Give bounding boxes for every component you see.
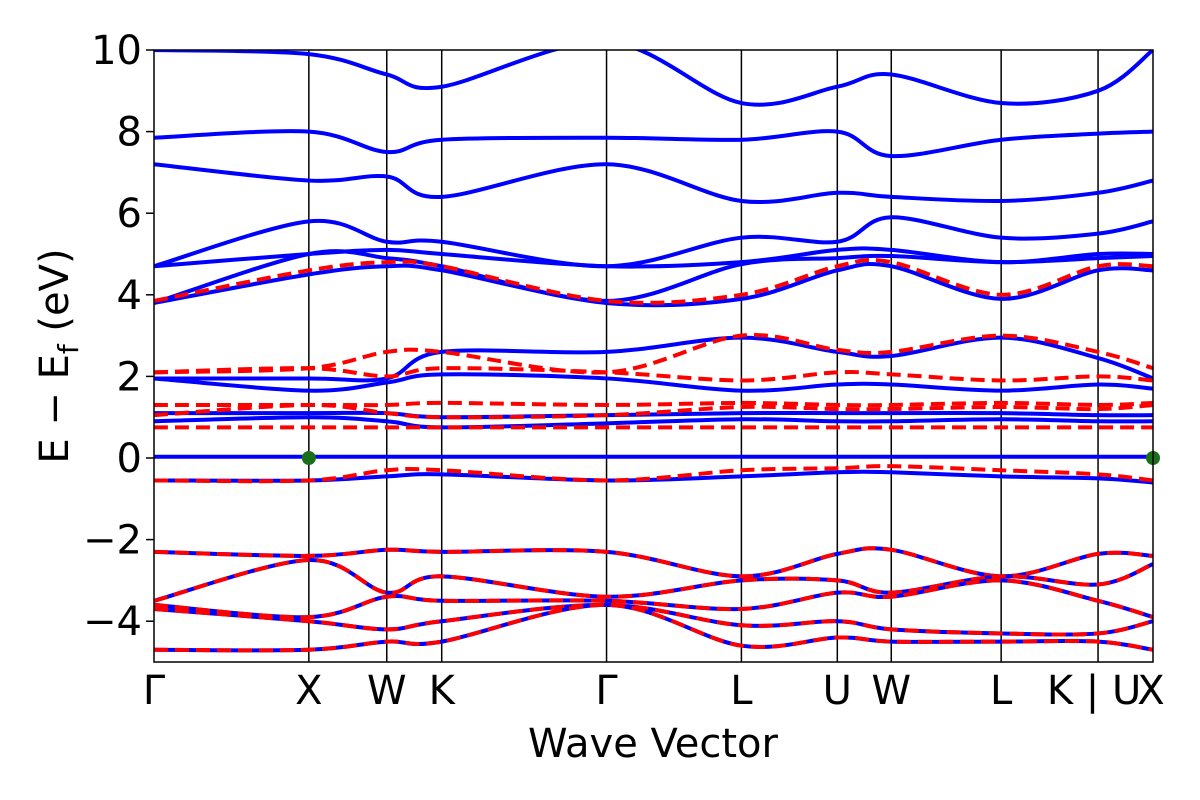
band-line: [154, 372, 1153, 393]
x-tick-label: Γ: [595, 668, 618, 714]
band-line-overlay: [154, 602, 1153, 653]
band-line: [154, 366, 1153, 383]
band-line: [154, 464, 1153, 484]
y-axis-label-main: E − E: [32, 354, 78, 464]
band-line: [154, 410, 1153, 420]
band-line: [154, 415, 1153, 430]
band-line: [154, 400, 1153, 408]
x-tick-label: W: [367, 668, 407, 714]
y-tick-label: 6: [117, 191, 142, 237]
band-line: [154, 402, 1153, 420]
band-line: [154, 246, 1153, 269]
band-line: [154, 129, 1153, 159]
plot-frame: [153, 49, 1154, 663]
y-axis-label: E − Ef (eV): [32, 248, 85, 463]
band-line: [154, 469, 1153, 485]
x-tick-label: U: [823, 668, 852, 714]
x-tick-label: K: [429, 668, 457, 714]
x-axis-label: Wave Vector: [528, 721, 779, 767]
band-line: [154, 333, 1153, 375]
y-tick-label: 8: [117, 110, 142, 156]
x-tick-label: K | U: [1047, 668, 1141, 714]
y-axis-label-unit: (eV): [32, 248, 78, 344]
band-line: [154, 50, 1153, 107]
x-tick-label: W: [871, 668, 911, 714]
band-line-overlay: [154, 557, 1153, 603]
y-tick-label: −4: [83, 599, 142, 645]
y-axis-label-sub: f: [52, 343, 85, 354]
x-tick-label: X: [1137, 668, 1164, 714]
band-line: [154, 215, 1153, 269]
x-tick-label: L: [730, 668, 753, 714]
band-line: [154, 335, 1153, 383]
band-line: [154, 162, 1153, 205]
x-tick-label: X: [295, 668, 322, 714]
plot-area: [154, 50, 1153, 662]
band-line-overlay: [154, 602, 1153, 637]
y-tick-label: 4: [117, 273, 142, 319]
band-line: [154, 257, 1153, 305]
fermi-marker: [301, 451, 316, 465]
y-tick-label: 0: [117, 436, 142, 482]
y-tick-label: 2: [117, 354, 142, 400]
x-tick-label: L: [990, 668, 1013, 714]
y-tick-label: −2: [83, 518, 142, 564]
x-tick-label: Γ: [143, 668, 166, 714]
band-line-overlay: [154, 578, 1153, 620]
band-line: [154, 262, 1153, 308]
y-tick-label: 10: [91, 28, 142, 74]
